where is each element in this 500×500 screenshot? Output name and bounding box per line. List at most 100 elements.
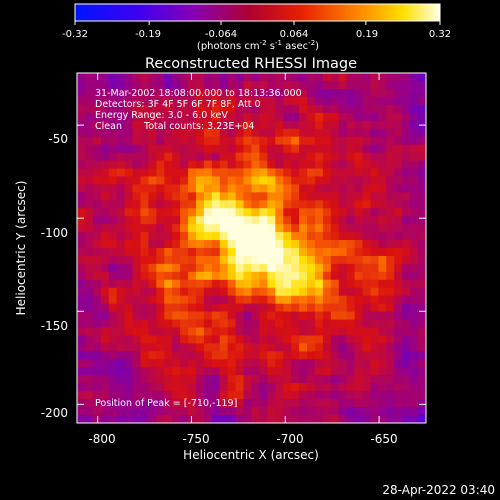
heatmap-cell [370, 88, 380, 98]
heatmap-cell [307, 176, 316, 185]
heatmap-cell [132, 240, 142, 249]
heatmap-cell [100, 104, 110, 114]
heatmap-cell [299, 415, 308, 423]
heatmap-cell [100, 295, 110, 305]
heatmap-cell [251, 311, 261, 321]
heatmap-cell [188, 263, 197, 273]
heatmap-cell [156, 375, 165, 384]
heatmap-cell [259, 192, 268, 201]
heatmap-cell [108, 160, 118, 170]
heatmap-cell [283, 192, 292, 201]
heatmap-cell [77, 128, 86, 138]
heatmap-cell [100, 120, 110, 130]
heatmap-cell [251, 335, 261, 345]
heatmap-cell [84, 415, 94, 423]
heatmap-cell [346, 128, 356, 138]
heatmap-cell [275, 232, 284, 241]
heatmap-cell [132, 168, 142, 177]
heatmap-cell [362, 407, 372, 416]
heatmap-cell [140, 375, 149, 384]
heatmap-cell [418, 351, 426, 360]
heatmap-cell [354, 287, 364, 297]
heatmap-cell [140, 224, 149, 233]
heatmap-cell [92, 319, 102, 329]
heatmap-cell [219, 104, 229, 114]
heatmap-cell [362, 240, 372, 249]
heatmap-cell [267, 399, 276, 408]
heatmap-cell [243, 343, 253, 352]
heatmap-cell [195, 136, 205, 146]
heatmap-cell [307, 367, 316, 376]
heatmap-cell [203, 255, 213, 265]
heatmap-cell [386, 104, 395, 114]
heatmap-cell [77, 271, 86, 281]
heatmap-cell [116, 88, 126, 98]
heatmap-cell [307, 80, 316, 90]
heatmap-cell [394, 80, 403, 90]
heatmap-cell [100, 287, 110, 297]
heatmap-cell [156, 343, 165, 352]
heatmap-cell [418, 160, 426, 170]
annotation-method: Clean [95, 121, 122, 132]
heatmap-cell [243, 88, 253, 98]
heatmap-cell [267, 271, 276, 281]
heatmap-cell [259, 311, 268, 321]
heatmap-cell [132, 351, 142, 360]
heatmap-cell [267, 176, 276, 185]
heatmap-cell [291, 144, 300, 154]
heatmap-cell [235, 271, 245, 281]
heatmap-cell [227, 263, 237, 273]
heatmap-cell [77, 295, 86, 305]
heatmap-cell [108, 319, 118, 329]
heatmap-cell [370, 311, 380, 321]
heatmap-cell [108, 120, 118, 130]
heatmap-cell [140, 120, 149, 130]
heatmap-cell [164, 279, 173, 289]
heatmap-cell [132, 391, 142, 400]
heatmap-cell [180, 391, 189, 400]
heatmap-cell [203, 407, 213, 416]
heatmap-cell [100, 192, 110, 201]
heatmap-cell [346, 391, 356, 400]
heatmap-cell [370, 224, 380, 233]
heatmap-cell [267, 303, 276, 313]
heatmap-cell [203, 216, 213, 225]
heatmap-cell [180, 295, 189, 305]
heatmap-cell [219, 176, 229, 185]
heatmap-cell [322, 216, 332, 225]
heatmap-cell [394, 279, 403, 289]
heatmap-cell [243, 104, 253, 114]
heatmap-cell [410, 240, 419, 249]
heatmap-cell [92, 263, 102, 273]
heatmap-cell [362, 375, 372, 384]
heatmap-cell [243, 232, 253, 241]
heatmap-cell [116, 335, 126, 345]
heatmap-cell [108, 240, 118, 249]
heatmap-cell [267, 351, 276, 360]
heatmap-cell [402, 255, 411, 265]
heatmap-cell [275, 367, 284, 376]
heatmap-cell [291, 295, 300, 305]
heatmap-cell [219, 73, 229, 82]
heatmap-cell [314, 200, 324, 209]
heatmap-cell [346, 279, 356, 289]
heatmap-cell [410, 96, 419, 106]
heatmap-cell [378, 192, 387, 201]
heatmap-cell [211, 96, 221, 106]
heatmap-cell [243, 192, 253, 201]
heatmap-cell [394, 200, 403, 209]
heatmap-cell [291, 367, 300, 376]
heatmap-cell [314, 232, 324, 241]
heatmap-cell [84, 263, 94, 273]
heatmap-cell [100, 128, 110, 138]
heatmap-cell [370, 279, 380, 289]
heatmap-cell [108, 255, 118, 265]
heatmap-cell [378, 120, 387, 130]
heatmap-cell [77, 279, 86, 289]
heatmap-cell [338, 176, 348, 185]
heatmap-cell [338, 367, 348, 376]
heatmap-cell [235, 399, 245, 408]
heatmap-cell [354, 160, 364, 170]
heatmap-cell [418, 184, 426, 193]
heatmap-cell [172, 73, 181, 82]
